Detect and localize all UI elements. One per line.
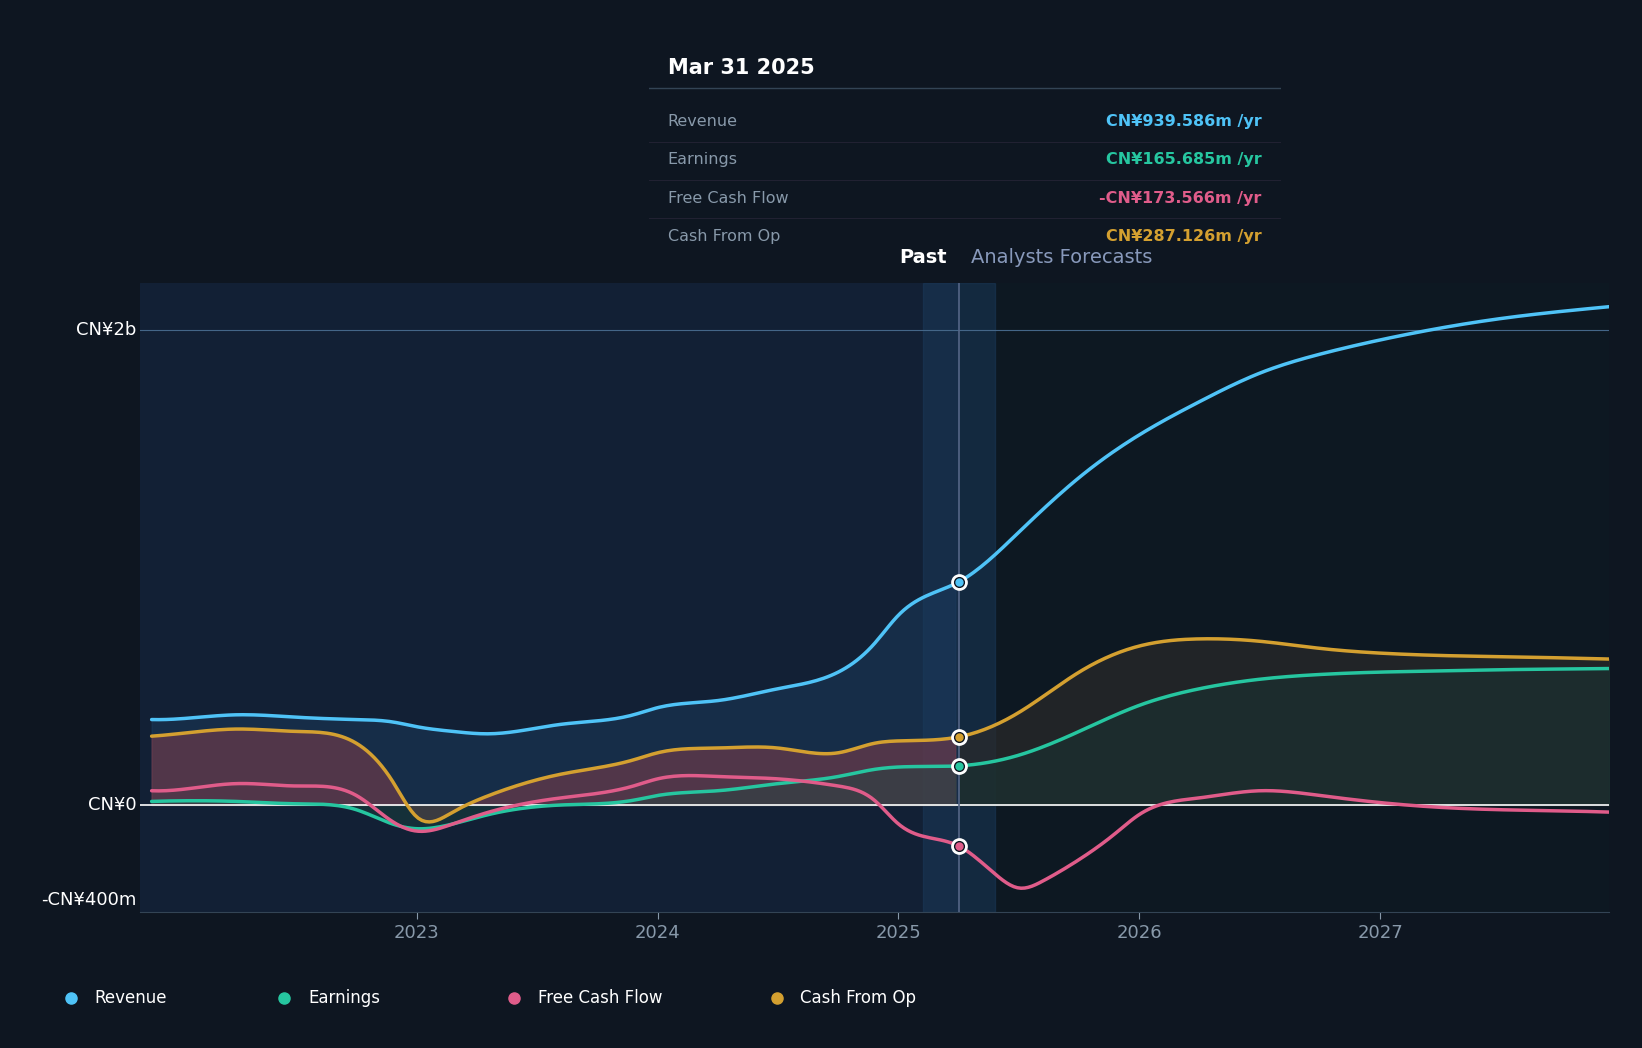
- Text: Revenue: Revenue: [668, 114, 737, 129]
- Text: CN¥2b: CN¥2b: [76, 322, 136, 340]
- Text: -CN¥400m: -CN¥400m: [41, 891, 136, 909]
- Text: CN¥939.586m /yr: CN¥939.586m /yr: [1107, 114, 1261, 129]
- Bar: [140, 283, 959, 912]
- Bar: [959, 283, 1609, 912]
- Text: Analysts Forecasts: Analysts Forecasts: [970, 248, 1153, 267]
- Text: Earnings: Earnings: [668, 152, 737, 168]
- Text: Free Cash Flow: Free Cash Flow: [668, 191, 788, 205]
- Text: Free Cash Flow: Free Cash Flow: [537, 989, 662, 1007]
- Text: Cash From Op: Cash From Op: [668, 228, 780, 244]
- Text: Past: Past: [900, 248, 947, 267]
- Bar: [923, 283, 995, 912]
- Text: CN¥0: CN¥0: [87, 796, 136, 814]
- Text: -CN¥173.566m /yr: -CN¥173.566m /yr: [1100, 191, 1261, 205]
- Text: Revenue: Revenue: [95, 989, 167, 1007]
- Text: CN¥165.685m /yr: CN¥165.685m /yr: [1107, 152, 1261, 168]
- Text: Mar 31 2025: Mar 31 2025: [668, 59, 814, 79]
- Text: CN¥287.126m /yr: CN¥287.126m /yr: [1107, 228, 1261, 244]
- Text: Cash From Op: Cash From Op: [801, 989, 916, 1007]
- Text: Earnings: Earnings: [309, 989, 379, 1007]
